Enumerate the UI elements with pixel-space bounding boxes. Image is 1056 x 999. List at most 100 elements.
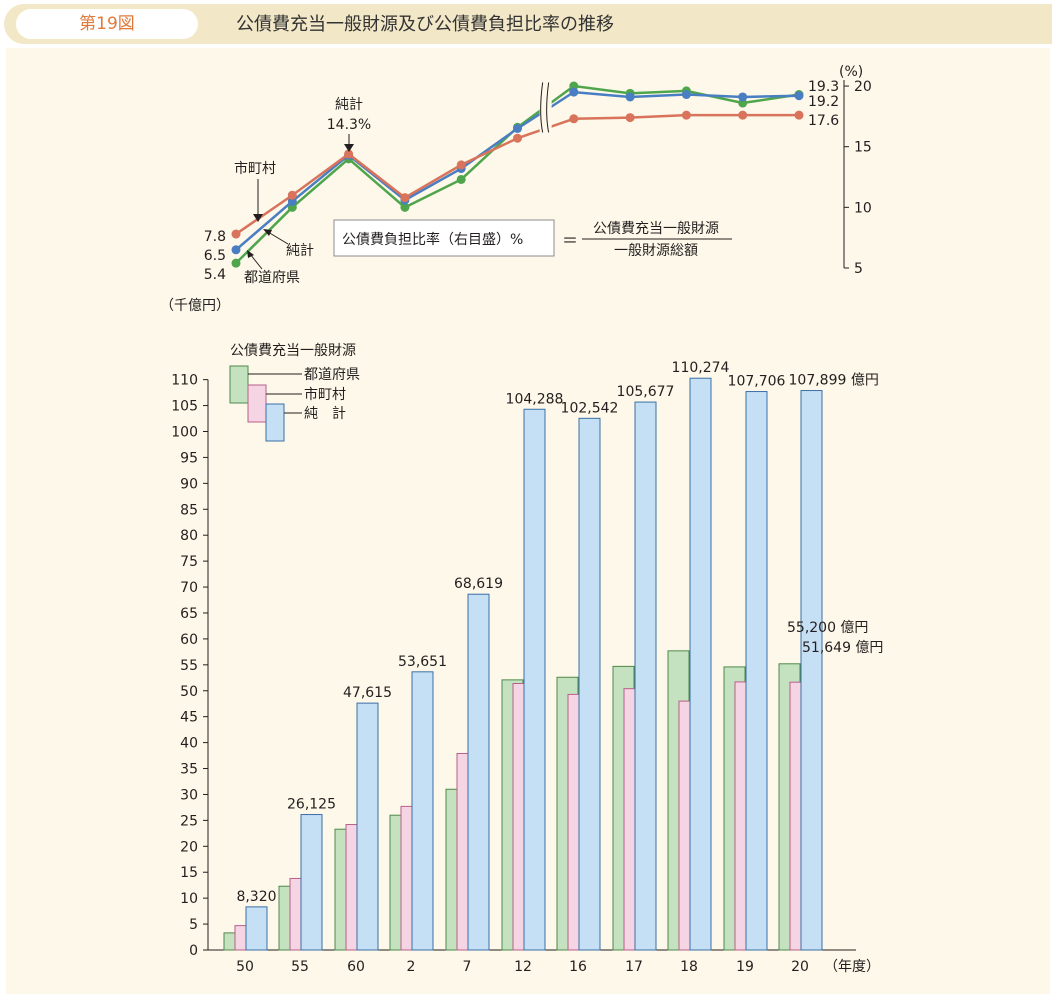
line-point [681,90,691,100]
bar-x-tick-label: 16 [569,959,587,975]
line-point [794,110,804,120]
bar-x-tick-label: 50 [236,959,254,975]
bar-x-tick-label: 2 [407,959,416,975]
bar-value-label: 107,706 [728,374,786,390]
bar-y-tick-label: 80 [180,528,198,544]
line-point [625,92,635,102]
bar-value-label: 107,899 億円 [789,373,879,389]
break-mask [539,79,552,165]
line-y-tick-label: 15 [854,140,872,156]
legend-swatch [247,384,267,423]
line-series-label: 都道府県 [244,270,300,286]
line-point [681,110,691,120]
peak-label-value: 14.3% [327,117,371,133]
bar-x-tick-label: 19 [736,959,754,975]
bar-value-label: 110,274 [672,360,730,376]
chart-canvas: 0510152025303540455055606570758085909510… [160,64,883,975]
formula-denominator: 一般財源総額 [614,243,698,259]
label-arrow [253,214,263,222]
bar-y-tick-label: 0 [189,943,198,959]
bar-x-tick-label: 60 [347,959,365,975]
bar-total [300,814,323,951]
break-mark [546,82,550,133]
bar-y-tick-label: 15 [180,865,198,881]
bar-value-label: 104,288 [506,391,564,407]
bar-x-tick-label: 17 [625,959,643,975]
peak-label-name: 純計 [335,97,363,113]
bar-y-tick-label: 90 [180,476,198,492]
figure-title: 公債費充当一般財源及び公債費負担比率の推移 [236,14,614,35]
line-point [738,92,748,102]
line-end-label: 17.6 [808,113,839,129]
bar-value-label: 105,677 [617,384,675,400]
line-start-label: 5.4 [204,267,226,283]
bar-total [689,377,712,951]
chart-panel: 0 5 10 15 20 25 30 35 40 45 50 55 60 65 70 75 80 85 90 95 10… [6,48,1050,994]
line-series-label: 市町村 [234,160,276,177]
bar-total [523,408,546,951]
legend-label: 市町村 [304,386,346,403]
bar-value-label: 53,651 [398,654,447,670]
line-series-label: 純計 [286,243,314,259]
bar-y-tick-label: 60 [180,632,198,648]
bar-total [467,593,490,951]
bar-y-axis-label: （千億円） [160,298,230,314]
bar-y-tick-label: 30 [180,787,198,803]
line-end-label: 19.3 [808,79,839,95]
label-arrow [247,250,254,258]
formula-title: 公債費負担比率（右目盛）% [342,231,523,248]
line-point [231,258,241,268]
bar-y-tick-label: 45 [180,710,198,726]
bar-total [634,401,657,951]
line-point [625,113,635,123]
bar-y-tick-label: 55 [180,658,198,674]
line-point [794,91,804,101]
bar-x-tick-label: 12 [514,959,532,975]
line-point [231,245,241,255]
bar-x-tick-label: 18 [680,959,698,975]
bar-x-tick-label: 20 [791,959,809,975]
line-point [456,160,466,170]
figure-header: 第19図 公債費充当一般財源及び公債費負担比率の推移 [4,4,1052,44]
bar-y-tick-label: 75 [180,554,198,570]
bar-total [411,671,434,951]
formula-equals: ＝ [562,231,578,250]
line-start-label: 6.5 [204,248,226,264]
bar-y-tick-label: 105 [171,399,198,415]
bar-y-tick-label: 85 [180,502,198,518]
bar-value-label: 55,200 億円 [787,620,868,636]
bar-total [356,702,379,951]
bar-x-tick-label: 55 [291,959,309,975]
bar-y-tick-label: 70 [180,580,198,596]
line-point [287,190,297,200]
line-point [513,124,522,134]
line-point [400,193,410,203]
line-y-tick-label: 20 [854,79,872,95]
legend-swatch [265,403,285,442]
legend-title: 公債費充当一般財源 [230,343,356,359]
bar-total [578,417,601,951]
bar-value-label: 68,619 [454,576,503,592]
bar-x-axis-label: （年度） [824,959,880,975]
line-point [344,149,354,159]
bar-y-tick-label: 20 [180,839,198,855]
legend-swatch [229,365,249,404]
line-point [456,174,466,184]
line-point [400,202,410,212]
line-point [513,133,522,143]
bar-value-label: 51,649 億円 [802,640,883,656]
bar-total [745,391,768,951]
bar-y-tick-label: 35 [180,762,198,778]
formula-box [333,219,555,257]
bar-total [245,906,268,951]
bar-value-label: 26,125 [287,797,336,813]
bar-total [800,390,823,951]
line-y-axis-label: (%) [839,64,863,80]
bar-y-tick-label: 50 [180,684,198,700]
label-arrow [263,229,272,236]
line-y-tick-label: 10 [854,200,872,216]
line-start-label: 7.8 [204,229,226,245]
line-point [569,114,579,124]
bar-y-tick-label: 65 [180,606,198,622]
legend-label: 純 計 [304,406,346,422]
